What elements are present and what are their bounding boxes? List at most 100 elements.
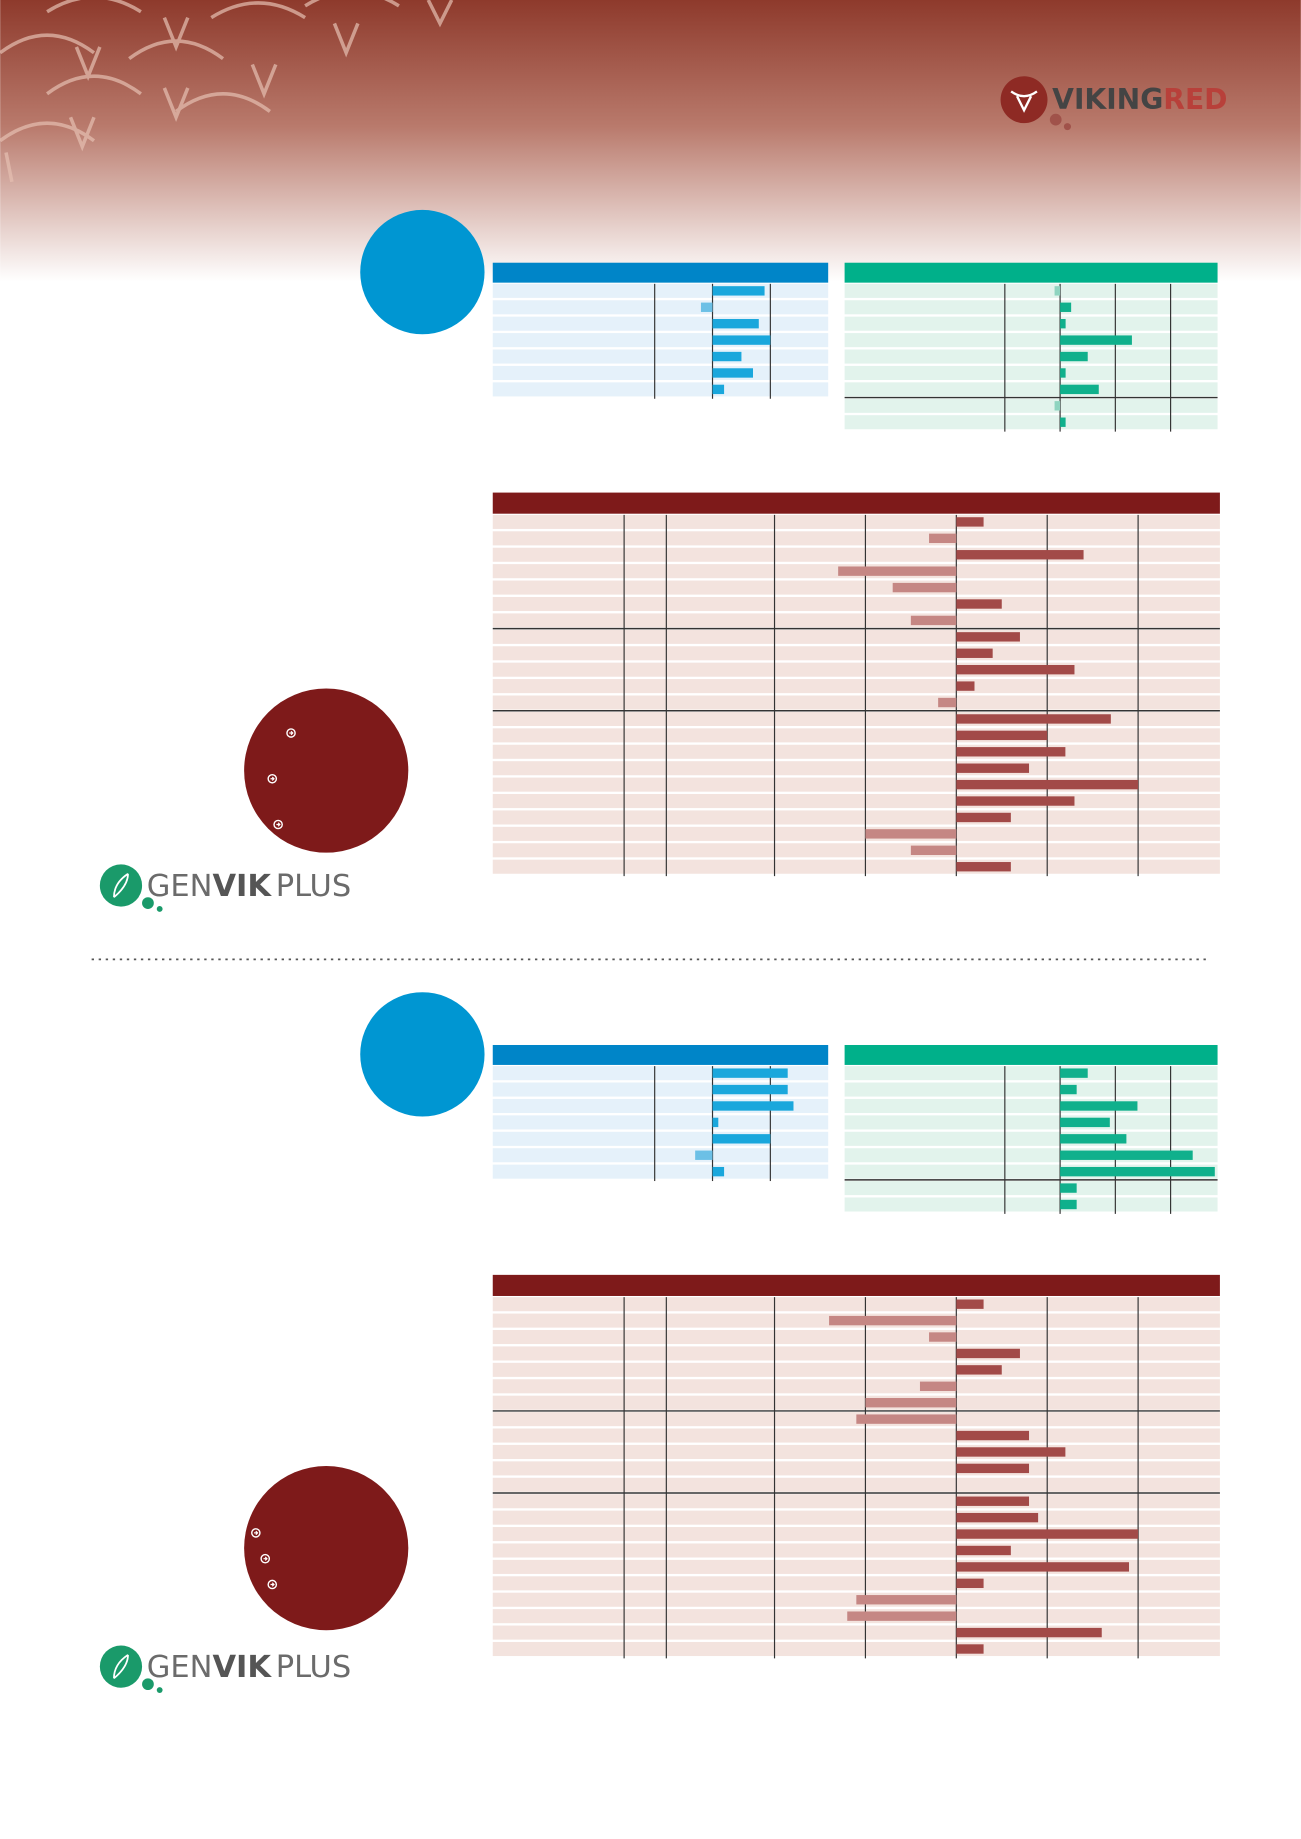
genvik-logo-text: GENVIK PLUS [147, 1650, 351, 1685]
row [844, 349, 1218, 364]
row [492, 1379, 1220, 1394]
bar [1060, 1199, 1077, 1210]
row [492, 316, 829, 331]
bar [929, 533, 957, 544]
row [492, 761, 1220, 776]
row [844, 1082, 1218, 1097]
bar [712, 1101, 794, 1111]
bar [956, 1348, 1020, 1359]
row [492, 596, 1220, 612]
bar [1060, 417, 1066, 427]
bar [865, 1398, 957, 1408]
row [492, 333, 829, 348]
genvik-icon [113, 873, 129, 898]
bar [956, 550, 1084, 560]
arrow-icon [251, 1528, 261, 1538]
row [844, 283, 1218, 298]
bar [1060, 1166, 1215, 1177]
row [492, 1362, 1220, 1377]
[object Object]-chart [492, 262, 829, 399]
bar [712, 335, 771, 345]
arrow-icon [289, 730, 294, 736]
bar [956, 1299, 984, 1309]
bar [712, 351, 742, 362]
row [492, 580, 1220, 595]
bar [1054, 286, 1061, 296]
row [492, 531, 1220, 546]
bar [956, 599, 1002, 609]
row [844, 398, 1218, 413]
bar [1060, 335, 1132, 345]
bar [892, 582, 957, 593]
logo-part: GEN [147, 1650, 213, 1685]
section-badge [360, 992, 485, 1117]
bar [919, 1381, 957, 1391]
horn-pattern [0, 0, 454, 183]
bar [838, 566, 957, 576]
bar [712, 319, 759, 329]
bar [956, 517, 984, 527]
bar [956, 648, 993, 658]
row [492, 662, 1220, 677]
chart-header [844, 1044, 1218, 1065]
row [844, 300, 1218, 315]
row [492, 1641, 1220, 1657]
row [492, 695, 1220, 710]
bar [712, 1166, 725, 1177]
row [492, 679, 1220, 694]
bar [712, 1084, 788, 1095]
row [844, 1181, 1218, 1196]
arrow-icon [273, 819, 283, 830]
[object Object]-chart [492, 1274, 1220, 1659]
info-circle [244, 1466, 409, 1631]
row [492, 283, 829, 298]
row [492, 1543, 1220, 1558]
info-circle [244, 688, 409, 853]
section-badge [360, 209, 485, 335]
bar [956, 1430, 1030, 1441]
bar [956, 1463, 1030, 1474]
bar [938, 697, 957, 708]
bar [712, 1134, 771, 1144]
genvik-icon [142, 897, 154, 909]
row [492, 646, 1220, 661]
row [492, 547, 1220, 562]
row [492, 1576, 1220, 1591]
row [492, 1164, 829, 1179]
row [492, 859, 1220, 874]
logo-part: PLUS [276, 869, 352, 904]
bar [929, 1332, 957, 1342]
bar [829, 1315, 957, 1326]
row [492, 1510, 1220, 1525]
row [844, 415, 1218, 430]
row [492, 744, 1220, 759]
bar [1060, 1084, 1077, 1095]
logo-part: VIK [212, 869, 272, 904]
arrow-icon [267, 773, 278, 784]
row [492, 1444, 1220, 1460]
[object Object]-chart [844, 262, 1218, 432]
row [492, 382, 829, 397]
arrow-icon [286, 728, 296, 738]
bar [956, 1447, 1066, 1457]
bar [1060, 1101, 1138, 1111]
bar [1060, 1183, 1077, 1193]
arrow-icon [263, 1556, 268, 1561]
bar [712, 384, 725, 395]
[object Object]-chart [844, 1044, 1218, 1214]
row [844, 1197, 1218, 1212]
vikingred-logo: VIKINGRED [1000, 76, 1228, 131]
row [492, 1148, 829, 1163]
bar [956, 1644, 984, 1654]
bar [956, 632, 1020, 642]
genvik-icon [142, 1678, 154, 1691]
bar [910, 845, 957, 855]
bar [956, 796, 1075, 806]
bar [847, 1611, 957, 1621]
bar [1060, 302, 1072, 312]
bar [1054, 401, 1061, 411]
chart-header [844, 262, 1218, 283]
bar [712, 286, 765, 296]
